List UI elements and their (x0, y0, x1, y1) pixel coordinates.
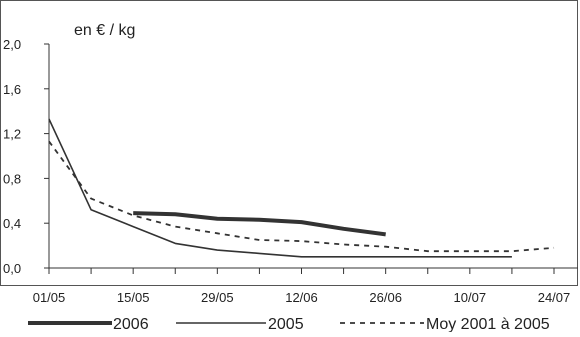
y-tick-label: 0,4 (3, 216, 21, 231)
legend: 2006 2005 Moy 2001 à 2005 (28, 316, 550, 333)
series-line-2006 (133, 211, 386, 237)
x-tick-label: 01/05 (33, 290, 66, 305)
x-tick-label: 12/06 (285, 290, 318, 305)
y-tick-label: 2,0 (3, 37, 21, 52)
series-line-moy-2001-2005 (48, 140, 555, 253)
series-layer (48, 118, 555, 258)
x-tick-label: 29/05 (201, 290, 234, 305)
y-tick-label: 0,0 (3, 261, 21, 276)
x-tick-label: 26/06 (369, 290, 402, 305)
x-tick-label: 15/05 (117, 290, 150, 305)
x-tick-label: 24/07 (538, 290, 571, 305)
unit-label: en € / kg (74, 22, 135, 39)
x-axis-ticks: 01/05 15/05 29/05 12/06 26/06 10/07 24/07 (33, 268, 571, 305)
chart-frame (0, 0, 578, 286)
legend-label: Moy 2001 à 2005 (426, 316, 550, 332)
legend-label: 2005 (268, 316, 304, 332)
y-tick-label: 0,8 (3, 171, 21, 186)
x-tick-label: 10/07 (454, 290, 487, 305)
y-tick-label: 1,6 (3, 82, 21, 97)
y-axis-ticks: 0,0 0,4 0,8 1,2 1,6 2,0 (3, 37, 49, 276)
series-line-2005 (48, 118, 512, 258)
y-tick-label: 1,2 (3, 127, 21, 142)
legend-label: 2006 (113, 316, 149, 332)
